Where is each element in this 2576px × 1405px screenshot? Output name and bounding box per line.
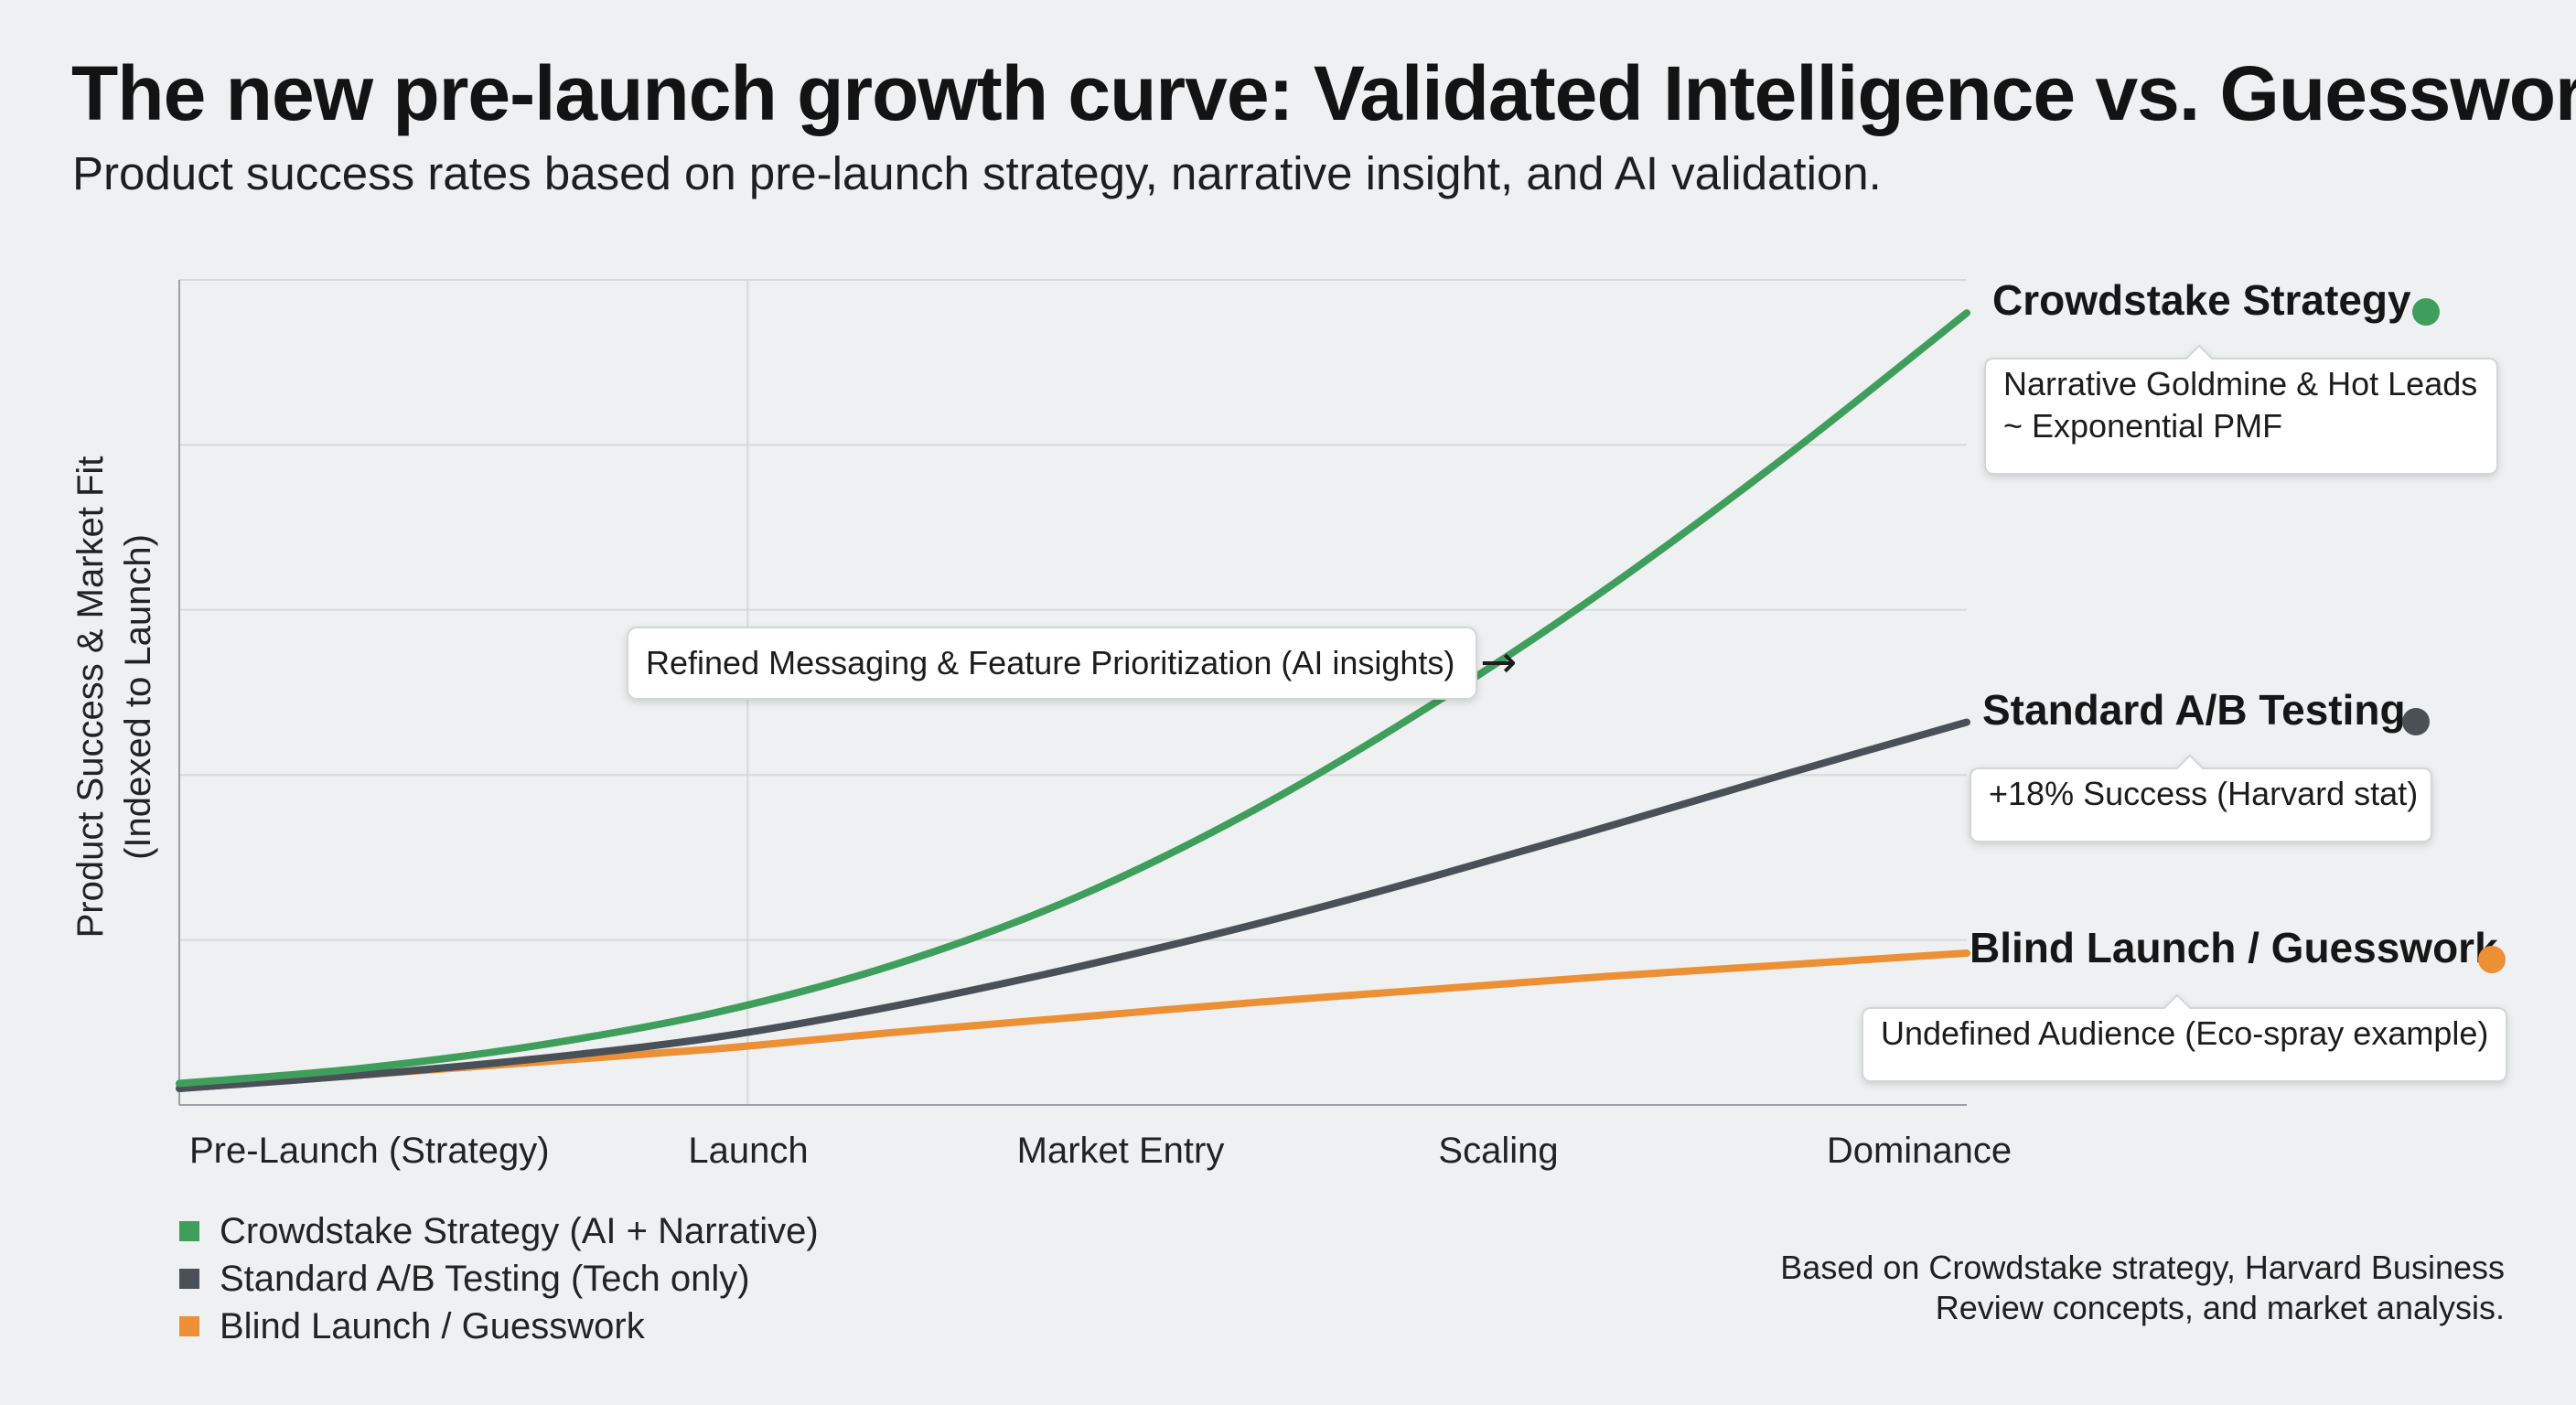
grid [179,279,1967,1105]
chart-subtitle: Product success rates based on pre-launc… [72,147,1882,199]
callout-crowdstake: Narrative Goldmine & Hot Leads ~ Exponent… [1984,344,2498,475]
callout-box [1862,993,2507,1082]
x-tick-label: Scaling [1438,1131,1558,1171]
legend-item-blind: Blind Launch / Guesswork [179,1303,819,1350]
legend-label: Standard A/B Testing (Tech only) [220,1258,750,1299]
legend-item-standard: Standard A/B Testing (Tech only) [179,1255,819,1303]
callout-text: Undefined Audience (Eco-spray example) [1881,1014,2488,1052]
legend-label: Crowdstake Strategy (AI + Narrative) [220,1210,819,1251]
end-dot-crowdstake [2412,298,2440,326]
source-line: Review concepts, and market analysis. [1935,1289,2505,1326]
annotations: Crowdstake Strategy Narrative Goldmine & … [627,276,2507,1082]
x-tick-label: Dominance [1827,1131,2012,1171]
end-dot-blind [2478,946,2506,973]
callout-blind: Undefined Audience (Eco-spray example) [1862,993,2507,1082]
arrow-right-icon: → [1480,637,1517,688]
annotation-refined-messaging: Refined Messaging & Feature Prioritizati… [627,627,1517,700]
legend: Crowdstake Strategy (AI + Narrative) Sta… [179,1207,819,1350]
axes: Pre-Launch (Strategy) Launch Market Entry S… [70,280,2012,1171]
y-axis-label-line: (Indexed to Launch) [118,534,158,860]
source-note: Based on Crowdstake strategy, Harvard Bu… [1681,1248,2505,1328]
x-tick-label: Pre-Launch (Strategy) [189,1131,550,1171]
end-label-crowdstake: Crowdstake Strategy [1992,276,2411,324]
callout-box [1984,344,2498,475]
legend-swatch-standard [179,1269,199,1289]
y-axis-label-line: Product Success & Market Fit [70,456,111,938]
end-label-standard: Standard A/B Testing [1982,686,2406,734]
x-tick-label: Market Entry [1017,1131,1225,1171]
source-line: Based on Crowdstake strategy, Harvard Bu… [1780,1249,2505,1286]
annotation-box [627,627,1477,700]
callout-text: +18% Success (Harvard stat) [1989,775,2418,812]
callout-text: Narrative Goldmine & Hot Leads [2003,365,2477,402]
series [176,309,1970,1092]
y-axis-label: Product Success & Market Fit (Indexed to … [70,456,158,938]
annotation-text: Refined Messaging & Feature Prioritizati… [646,644,1454,681]
callout-text: ~ Exponential PMF [2003,407,2282,445]
legend-label: Blind Launch / Guesswork [220,1305,645,1346]
chart-title: The new pre-launch growth curve: Validat… [71,50,2576,136]
callout-standard: +18% Success (Harvard stat) [1970,754,2432,842]
legend-swatch-blind [179,1316,199,1336]
series-line-crowdstake [176,309,1970,1088]
x-tick-label: Launch [688,1131,808,1171]
end-label-blind: Blind Launch / Guesswork [1970,924,2498,971]
end-dot-standard [2402,708,2430,735]
callout-box [1970,754,2432,842]
legend-item-crowdstake: Crowdstake Strategy (AI + Narrative) [179,1207,819,1255]
series-line-standard [176,718,1970,1092]
legend-swatch-crowdstake [179,1221,199,1241]
